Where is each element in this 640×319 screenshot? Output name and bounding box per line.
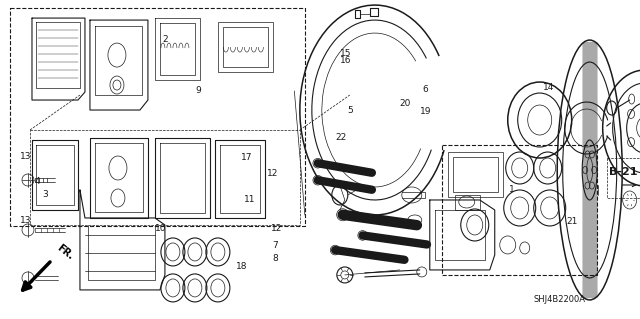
Text: 18: 18 [236, 262, 248, 271]
Bar [607, 158, 639, 198]
Text: 4: 4 [35, 177, 40, 186]
Text: 22: 22 [335, 133, 347, 142]
Text: 3: 3 [42, 190, 47, 199]
Bar [10, 8, 305, 226]
Text: 21: 21 [567, 217, 578, 226]
Text: 7: 7 [272, 241, 278, 250]
Bar [30, 130, 300, 225]
Bar [223, 27, 268, 67]
Text: 15: 15 [340, 49, 351, 58]
Text: B-21: B-21 [609, 167, 638, 177]
Text: 5: 5 [348, 106, 353, 115]
Text: 6: 6 [422, 85, 428, 94]
Bar [218, 22, 273, 72]
Text: 1: 1 [509, 185, 515, 194]
Bar [452, 157, 498, 192]
Bar [448, 152, 503, 197]
Bar [442, 145, 596, 275]
Text: 11: 11 [244, 195, 255, 204]
Text: 12: 12 [268, 169, 279, 178]
Text: 19: 19 [420, 107, 432, 116]
Text: 17: 17 [241, 153, 253, 162]
Text: 8: 8 [272, 254, 278, 263]
Text: 14: 14 [543, 83, 554, 92]
Text: 16: 16 [340, 56, 351, 65]
Text: SHJ4B2200A: SHJ4B2200A [534, 295, 586, 304]
Text: 20: 20 [399, 99, 411, 108]
Text: 13: 13 [20, 152, 31, 161]
Text: FR.: FR. [55, 243, 76, 262]
Text: 9: 9 [195, 86, 201, 95]
Text: 10: 10 [156, 224, 167, 233]
Text: 12: 12 [271, 224, 282, 233]
Text: 2: 2 [162, 35, 168, 44]
Bar [455, 195, 480, 210]
Text: 13: 13 [20, 216, 31, 225]
